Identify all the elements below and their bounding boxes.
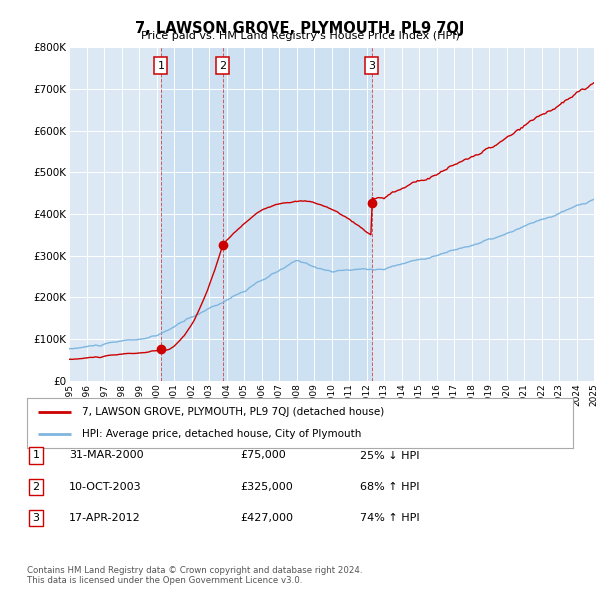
Text: 2: 2 <box>219 61 226 71</box>
Text: Contains HM Land Registry data © Crown copyright and database right 2024.
This d: Contains HM Land Registry data © Crown c… <box>27 566 362 585</box>
Text: 10-OCT-2003: 10-OCT-2003 <box>69 482 142 491</box>
Text: 68% ↑ HPI: 68% ↑ HPI <box>360 482 419 491</box>
Text: 7, LAWSON GROVE, PLYMOUTH, PL9 7QJ (detached house): 7, LAWSON GROVE, PLYMOUTH, PL9 7QJ (deta… <box>82 407 384 417</box>
Text: 74% ↑ HPI: 74% ↑ HPI <box>360 513 419 523</box>
Text: 3: 3 <box>368 61 375 71</box>
Text: 31-MAR-2000: 31-MAR-2000 <box>69 451 143 460</box>
Bar <box>161 47 223 381</box>
Text: £325,000: £325,000 <box>240 482 293 491</box>
Text: 3: 3 <box>32 513 40 523</box>
Text: 1: 1 <box>32 451 40 460</box>
Text: £427,000: £427,000 <box>240 513 293 523</box>
Text: HPI: Average price, detached house, City of Plymouth: HPI: Average price, detached house, City… <box>82 430 361 440</box>
Text: 25% ↓ HPI: 25% ↓ HPI <box>360 451 419 460</box>
Text: 2: 2 <box>32 482 40 491</box>
Text: 17-APR-2012: 17-APR-2012 <box>69 513 141 523</box>
Text: 1: 1 <box>157 61 164 71</box>
Text: £75,000: £75,000 <box>240 451 286 460</box>
Text: 7, LAWSON GROVE, PLYMOUTH, PL9 7QJ: 7, LAWSON GROVE, PLYMOUTH, PL9 7QJ <box>136 21 464 35</box>
Text: Price paid vs. HM Land Registry's House Price Index (HPI): Price paid vs. HM Land Registry's House … <box>140 31 460 41</box>
Bar <box>223 47 371 381</box>
